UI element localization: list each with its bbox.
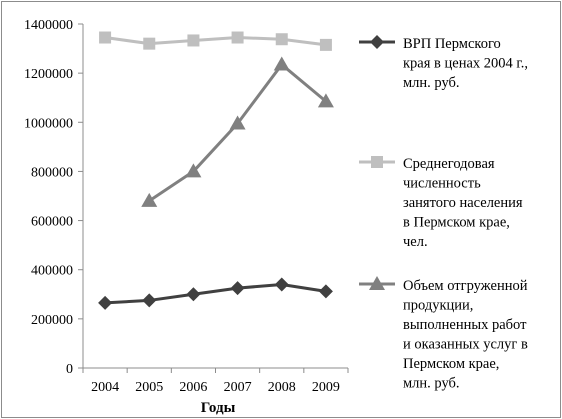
data-point xyxy=(98,295,113,310)
data-point xyxy=(229,115,246,130)
series-3 xyxy=(141,56,334,207)
legend-label-line: выполненных работ xyxy=(403,317,527,333)
data-point xyxy=(275,33,288,46)
y-tick-label: 800000 xyxy=(31,165,73,180)
legend-entry-3: Объем отгруженной продукции, выполненных р… xyxy=(359,276,528,392)
x-tick-label: 2007 xyxy=(224,380,252,395)
legend-label-line: млн. руб. xyxy=(403,376,460,392)
legend-label-line: и оказанных услуг в xyxy=(403,337,528,353)
x-tick-label: 2005 xyxy=(135,380,163,395)
data-point xyxy=(143,37,156,50)
series-group xyxy=(98,31,334,310)
data-point xyxy=(274,277,289,292)
legend-label-line: занятого населения xyxy=(403,195,523,211)
data-point xyxy=(319,38,332,51)
x-tick-label: 2004 xyxy=(91,380,119,395)
series-line xyxy=(104,36,327,47)
data-point xyxy=(231,31,244,44)
legend-label-line: Объем отгруженной xyxy=(403,278,528,294)
legend-label-line: Пермском крае, xyxy=(403,356,499,372)
x-tick-label: 2006 xyxy=(179,380,207,395)
data-point xyxy=(187,34,200,47)
x-tick-label: 2008 xyxy=(268,380,296,395)
y-tick-label: 600000 xyxy=(31,215,73,230)
y-tick-label: 1200000 xyxy=(24,67,73,82)
data-point xyxy=(141,192,158,207)
data-point xyxy=(230,281,245,296)
series-1 xyxy=(98,277,333,310)
x-axis-title: Годы xyxy=(201,400,236,416)
data-point xyxy=(317,93,334,108)
data-point xyxy=(273,56,290,71)
legend-label-line: в Пермском крае, xyxy=(403,215,510,231)
data-point xyxy=(318,284,333,299)
data-point xyxy=(99,31,112,44)
y-tick-label: 400000 xyxy=(31,264,73,279)
legend-label-line: млн. руб. xyxy=(403,75,460,91)
y-tick-label: 1400000 xyxy=(24,18,73,33)
legend-label-line: Среднегодовая xyxy=(403,156,495,172)
data-point xyxy=(185,163,202,178)
legend-label-line: ВРП Пермского xyxy=(403,36,501,52)
x-tick-label: 2009 xyxy=(312,380,340,395)
legend-label-line: края в ценах 2004 г., xyxy=(403,56,528,72)
x-tick-labels: 2004 2005 2006 2007 2008 2009 xyxy=(91,380,340,395)
data-point xyxy=(142,293,157,308)
axes xyxy=(78,23,349,373)
y-tick-label: 0 xyxy=(66,362,73,377)
legend-label-line: численность xyxy=(403,176,481,192)
y-tick-label: 200000 xyxy=(31,313,73,328)
legend-key-marker xyxy=(371,156,383,168)
series-2 xyxy=(99,31,332,51)
legend-key-marker xyxy=(369,276,385,290)
legend-label-line: продукции, xyxy=(403,298,473,314)
legend-entry-2: Среднегодовая численность занятого населен… xyxy=(359,156,523,250)
legend: ВРП Пермского края в ценах 2004 г., млн. р… xyxy=(359,35,528,392)
legend-label-line: чел. xyxy=(403,234,428,250)
series-line xyxy=(148,63,327,203)
y-tick-labels: 0 200000 400000 600000 800000 1000000 1200000 1… xyxy=(24,18,73,377)
legend-entry-1: ВРП Пермского края в ценах 2004 г., млн. р… xyxy=(359,35,528,91)
series-line xyxy=(105,282,327,305)
data-point xyxy=(186,287,201,302)
legend-key-marker xyxy=(370,35,384,49)
y-tick-label: 1000000 xyxy=(24,116,73,131)
